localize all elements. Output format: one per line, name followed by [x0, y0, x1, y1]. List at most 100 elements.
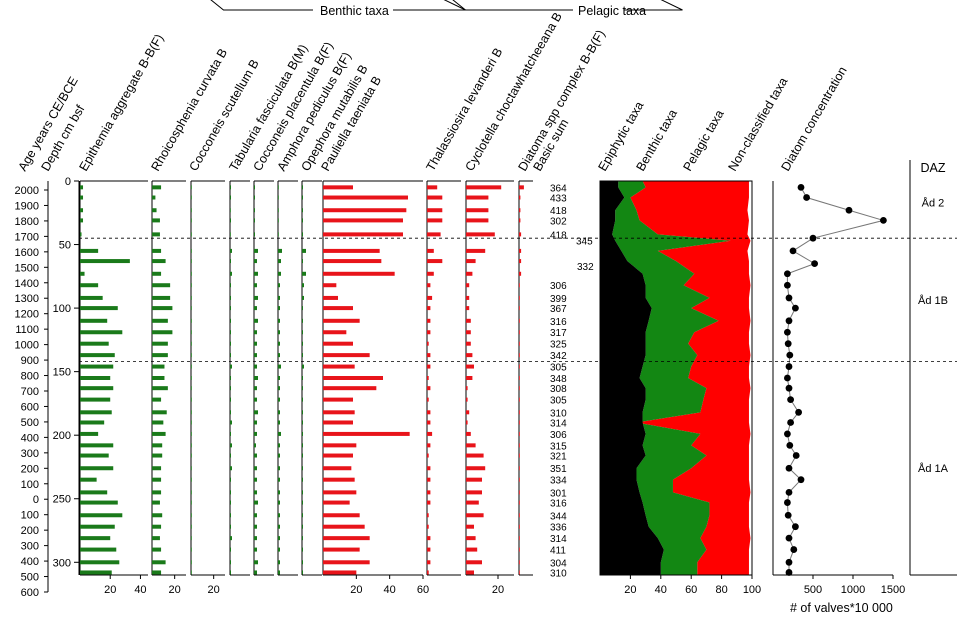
- taxon-bar: [80, 248, 99, 253]
- taxon-bar: [254, 341, 257, 346]
- basic-sum-value: 336: [550, 523, 567, 534]
- taxon-bar: [191, 536, 192, 541]
- taxon-bar: [191, 524, 192, 529]
- taxon-bar: [278, 386, 280, 391]
- concentration-point: [784, 374, 791, 382]
- taxon-bar: [80, 208, 84, 213]
- taxon-bar: [466, 364, 474, 369]
- taxon-header: Epithemia aggregate B-B(F): [76, 32, 166, 174]
- taxon-bar: [191, 195, 192, 200]
- cumulative-tick-label: 40: [655, 584, 667, 596]
- taxon-bar: [427, 271, 434, 276]
- taxon-bar: [427, 410, 431, 415]
- taxon-bar: [254, 248, 258, 253]
- taxon-bar: [466, 560, 482, 565]
- taxon-bar: [254, 397, 257, 402]
- taxon-bar: [427, 524, 429, 529]
- basic-sum-value: 310: [550, 568, 567, 579]
- taxon-bar: [80, 259, 130, 264]
- age-tick-label: 1200: [15, 309, 39, 321]
- taxon-bar: [278, 410, 280, 415]
- taxon-bar: [427, 397, 429, 402]
- taxon-bar: [230, 443, 232, 448]
- basic-sum-value: 306: [550, 281, 567, 292]
- taxon-bar: [278, 259, 281, 264]
- taxon-bar: [466, 248, 486, 253]
- taxon-bar: [230, 330, 231, 335]
- taxon-bar: [230, 431, 231, 436]
- taxon-bar: [323, 386, 377, 391]
- daz-zone-label: Åd 2: [922, 197, 945, 210]
- taxon-bar: [191, 330, 192, 335]
- taxon-bar: [466, 420, 468, 425]
- taxon-bar: [278, 353, 280, 358]
- taxon-bar: [302, 500, 303, 505]
- taxon-bar: [519, 318, 520, 323]
- taxon-bar: [323, 490, 357, 495]
- taxon-bar: [230, 560, 231, 565]
- concentration-point: [785, 488, 793, 496]
- taxon-bar: [519, 283, 520, 288]
- concentration-point: [811, 260, 818, 268]
- concentration-point: [785, 464, 793, 472]
- basic-sum-value: 418: [550, 206, 567, 217]
- taxon-bar: [278, 195, 279, 200]
- concentration-point: [784, 499, 791, 506]
- basic-sum-value: 418: [550, 230, 567, 241]
- taxon-bar: [427, 208, 443, 213]
- taxon-bar: [152, 410, 167, 415]
- taxon-bar: [254, 466, 257, 471]
- age-tick-label: 1000: [15, 340, 39, 352]
- taxon-bar: [519, 218, 521, 223]
- taxon-bar: [519, 443, 520, 448]
- taxon-tick-label: 40: [134, 584, 146, 596]
- concentration-point: [786, 441, 794, 449]
- taxon-bar: [191, 295, 192, 300]
- taxon-bar: [278, 318, 280, 323]
- taxon-bar: [254, 500, 258, 505]
- basic-sum-value: 305: [550, 396, 567, 407]
- taxon-bar: [323, 283, 337, 288]
- concentration-line: [786, 187, 886, 573]
- taxon-bar: [302, 364, 304, 369]
- concentration-point: [797, 183, 805, 191]
- age-tick-label: 100: [21, 479, 39, 491]
- taxon-bar: [466, 195, 489, 200]
- taxon-bar: [80, 376, 111, 380]
- taxon-bar: [254, 536, 257, 541]
- basic-sum-value: 308: [550, 384, 567, 395]
- taxon-bar: [230, 283, 231, 288]
- taxon-bar: [278, 208, 279, 213]
- taxon-bar: [80, 353, 115, 358]
- taxon-bar: [519, 547, 520, 552]
- concentration-point: [787, 419, 794, 426]
- taxon-bar: [230, 410, 231, 415]
- taxon-bar: [230, 259, 231, 264]
- concentration-point: [790, 546, 798, 553]
- taxon-bar: [80, 386, 114, 391]
- taxon-bar: [427, 513, 429, 518]
- taxon-bar: [519, 386, 520, 391]
- taxon-bar: [230, 271, 232, 276]
- taxon-bar: [152, 364, 165, 369]
- taxon-bar: [519, 397, 520, 402]
- taxon-bar: [152, 513, 163, 518]
- taxon-bar: [323, 218, 403, 223]
- taxon-bar: [191, 271, 192, 276]
- taxon-bar: [427, 376, 429, 380]
- taxon-bar: [254, 443, 256, 448]
- taxon-header: Thalassiosira levanderi B: [423, 46, 505, 174]
- taxon-bar: [427, 232, 441, 237]
- taxon-bar: [191, 410, 192, 415]
- taxon-bar: [427, 477, 431, 482]
- taxon-bar: [323, 570, 357, 575]
- taxon-bar: [230, 570, 231, 575]
- basic-sum-value: 364: [550, 183, 567, 194]
- taxon-bar: [191, 570, 192, 575]
- taxon-bar: [519, 420, 520, 425]
- taxon-bar: [152, 232, 160, 237]
- basic-sum-value: 351: [550, 464, 567, 475]
- taxon-bar: [191, 560, 192, 565]
- cumulative-group-header: Pelagic taxa: [680, 107, 726, 173]
- taxon-bar: [302, 295, 304, 300]
